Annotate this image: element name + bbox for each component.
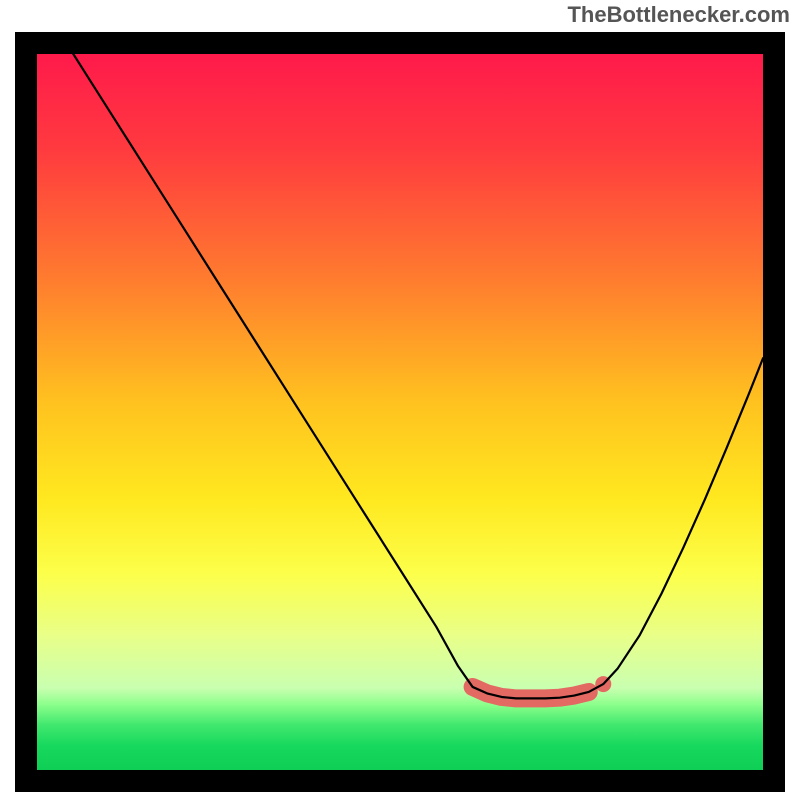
chart-container: TheBottlenecker.com	[0, 0, 800, 800]
bottleneck-curve	[73, 54, 763, 698]
plot-area	[37, 54, 763, 770]
curve-overlay	[37, 54, 763, 770]
watermark-text: TheBottlenecker.com	[567, 2, 790, 28]
